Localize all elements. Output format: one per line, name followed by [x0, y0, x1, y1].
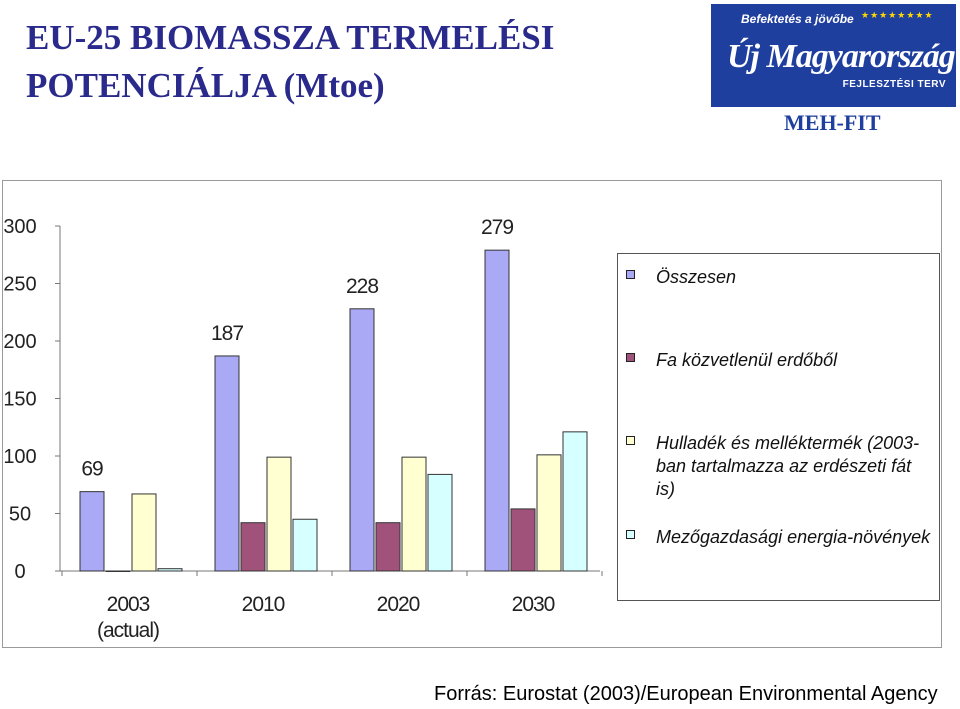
bar	[240, 522, 266, 572]
y-tick-label: 150	[3, 389, 36, 411]
data-label: 187	[211, 322, 243, 345]
category-label: (actual)	[97, 619, 159, 642]
bar	[401, 456, 427, 572]
y-tick-label: 250	[3, 274, 36, 296]
bar-labels: 69 187 228 279	[81, 216, 514, 481]
y-tick-label: 0	[14, 561, 25, 583]
logo-tagline: Befektetés a jövőbe	[741, 12, 854, 26]
category-label: 2010	[242, 593, 285, 616]
uj-magyarorszag-logo: Befektetés a jövőbe ★★★★★★★★ Új Magyaror…	[711, 4, 956, 107]
legend-swatch	[626, 270, 635, 279]
legend-label: Összesen	[656, 267, 737, 287]
y-tick-label: 200	[3, 331, 36, 353]
bar	[105, 570, 131, 572]
x-axis-labels: 2003 (actual) 2010 2020 2030	[97, 593, 556, 642]
bar	[562, 431, 588, 572]
bar	[427, 473, 453, 572]
eu-stars-icon: ★★★★★★★★	[861, 10, 934, 20]
bar	[536, 454, 562, 572]
chart-legend: Összesen Fa közvetlenül erdőből Hulladék…	[617, 253, 940, 601]
category-label: 2030	[512, 593, 555, 616]
legend-swatch	[626, 530, 635, 539]
data-label: 228	[346, 275, 378, 298]
category-label: 2003	[107, 593, 150, 616]
bar	[79, 491, 105, 572]
y-tick-label: 50	[9, 504, 31, 526]
bar	[349, 308, 375, 572]
y-tick-label: 300	[3, 216, 36, 238]
data-label: 69	[81, 458, 103, 481]
source-note: Forrás: Eurostat (2003)/European Environ…	[434, 683, 938, 705]
bar	[375, 522, 401, 572]
logo-subtitle: FEJLESZTÉSI TERV	[842, 79, 946, 90]
legend-label: Hulladék és melléktermék (2003-ban tarta…	[656, 433, 920, 499]
legend-swatch	[626, 436, 635, 445]
data-label: 279	[481, 216, 513, 239]
legend-label: Mezőgazdasági energia-növények	[656, 527, 931, 547]
bar	[266, 456, 292, 572]
title-line-2: POTENCIÁLJA (Mtoe)	[26, 66, 385, 105]
org-label: MEH-FIT	[784, 110, 881, 135]
legend-label: Fa közvetlenül erdőből	[656, 350, 838, 370]
page-title: EU-25 BIOMASSZA TERMELÉSI POTENCIÁLJA (M…	[26, 14, 554, 110]
legend-swatch	[626, 353, 635, 362]
category-label: 2020	[377, 593, 420, 616]
bar	[131, 493, 157, 572]
bar	[214, 355, 240, 572]
bar	[510, 508, 536, 572]
bar	[484, 249, 510, 572]
bar	[157, 568, 183, 572]
logo-main-text: Új Magyarország	[727, 38, 956, 75]
bar	[292, 518, 318, 572]
bars	[79, 249, 588, 572]
title-line-1: EU-25 BIOMASSZA TERMELÉSI	[26, 18, 555, 57]
y-tick-label: 100	[3, 446, 36, 468]
